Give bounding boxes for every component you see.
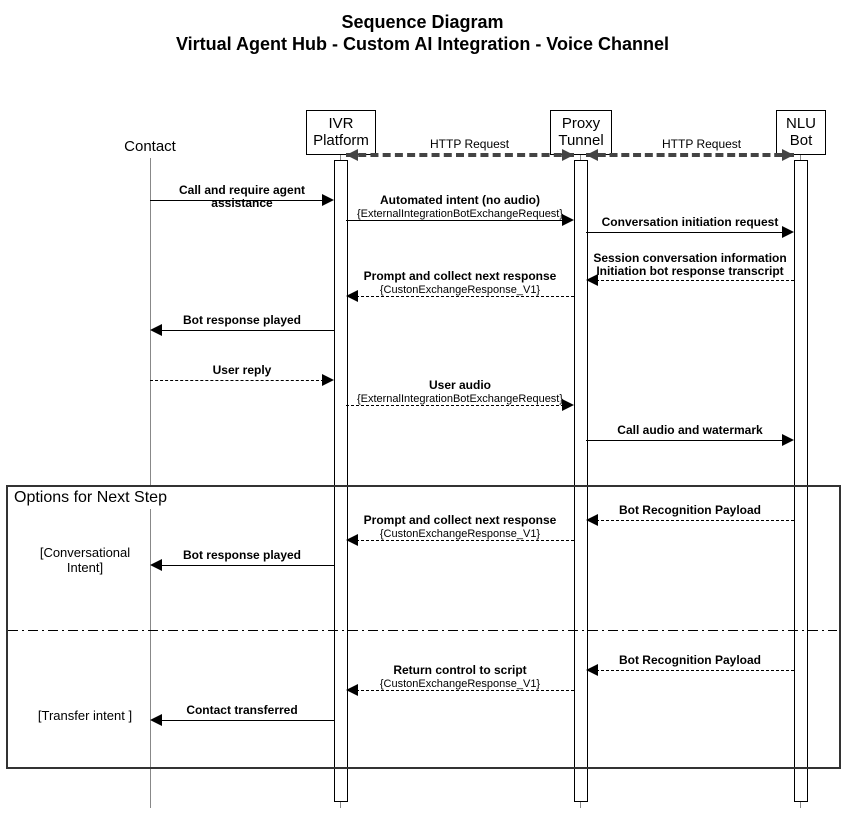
message-label: Prompt and collect next response{CustonE… xyxy=(346,270,574,296)
message-line xyxy=(160,330,334,331)
header-dash-ivr-proxy xyxy=(346,153,574,157)
message-line xyxy=(160,565,334,566)
lane-nlu-label1: NLU xyxy=(783,115,819,132)
options-cond-transfer: [Transfer intent ] xyxy=(30,708,140,723)
message-label: Session conversation informationInitiati… xyxy=(586,252,794,278)
lane-ivr-box: IVR Platform xyxy=(306,110,376,155)
options-title: Options for Next Step xyxy=(10,487,171,509)
message-label: Contact transferred xyxy=(150,704,334,717)
diagram-title-line1: Sequence Diagram xyxy=(0,12,845,33)
message-label: Call and require agent assistance xyxy=(150,184,334,210)
message-label: Automated intent (no audio){ExternalInte… xyxy=(346,194,574,220)
message-line xyxy=(586,232,784,233)
lane-proxy-box: Proxy Tunnel xyxy=(550,110,612,155)
lane-ivr-label2: Platform xyxy=(313,132,369,149)
message-line xyxy=(596,280,794,281)
lane-proxy-label1: Proxy xyxy=(557,115,605,132)
message-label: Conversation initiation request xyxy=(586,216,794,229)
message-label: Bot response played xyxy=(150,549,334,562)
message-label: Bot Recognition Payload xyxy=(586,504,794,517)
message-line xyxy=(150,380,324,381)
options-cond-conversational: [Conversational Intent] xyxy=(30,545,140,575)
message-label: Bot Recognition Payload xyxy=(586,654,794,667)
header-dash-arrow-r2 xyxy=(782,149,794,161)
http-label-2: HTTP Request xyxy=(662,137,741,151)
message-label: Bot response played xyxy=(150,314,334,327)
message-label: User audio{ExternalIntegrationBotExchang… xyxy=(346,379,574,405)
http-label-1: HTTP Request xyxy=(430,137,509,151)
lane-nlu-label2: Bot xyxy=(783,132,819,149)
message-line xyxy=(586,440,784,441)
header-dash-arrow-l2 xyxy=(586,149,598,161)
sequence-diagram: Sequence Diagram Virtual Agent Hub - Cus… xyxy=(0,0,845,819)
message-line xyxy=(596,520,794,521)
message-line xyxy=(160,720,334,721)
lane-ivr-label1: IVR xyxy=(313,115,369,132)
message-label: User reply xyxy=(150,364,334,377)
lane-nlu-box: NLU Bot xyxy=(776,110,826,155)
message-label: Return control to script{CustonExchangeR… xyxy=(346,664,574,690)
message-label: Call audio and watermark xyxy=(586,424,794,437)
header-dash-arrow-l1 xyxy=(346,149,358,161)
options-divider xyxy=(8,630,837,631)
message-label: Prompt and collect next response{CustonE… xyxy=(346,514,574,540)
lane-proxy-label2: Tunnel xyxy=(557,132,605,149)
diagram-title-line2: Virtual Agent Hub - Custom AI Integratio… xyxy=(0,34,845,55)
lane-contact-label: Contact xyxy=(110,138,190,155)
header-dash-proxy-nlu xyxy=(586,153,794,157)
header-dash-arrow-r1 xyxy=(562,149,574,161)
message-line xyxy=(596,670,794,671)
